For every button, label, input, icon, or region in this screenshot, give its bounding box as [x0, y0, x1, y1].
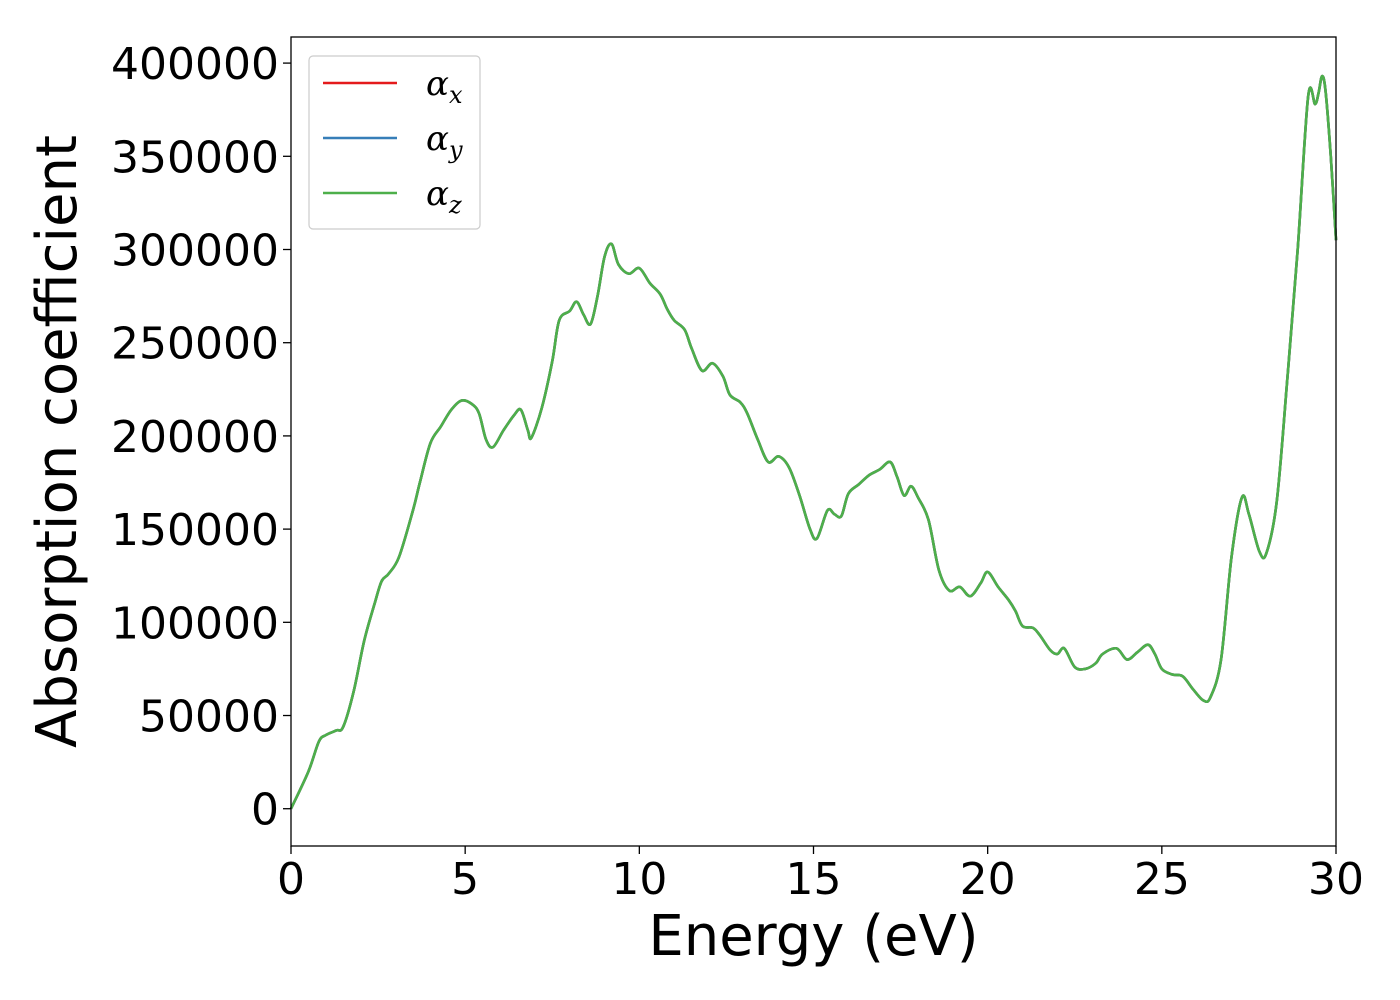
x-tick-label: 30: [1308, 854, 1364, 905]
x-tick-label: 15: [786, 854, 842, 905]
y-axis-title: Absorption coefficient: [25, 135, 90, 748]
y-tick-label: 300000: [111, 226, 279, 277]
y-tick-label: 100000: [111, 598, 279, 649]
legend-box: [308, 55, 481, 230]
x-tick-label: 0: [277, 854, 305, 905]
x-tick-label: 10: [611, 854, 667, 905]
y-axis: 0 50000 100000 150000 200000 250000 300000 3500…: [111, 39, 291, 836]
legend-label-x: αx: [426, 64, 463, 109]
x-tick-label: 20: [960, 854, 1016, 905]
y-tick-label: 50000: [139, 692, 279, 743]
x-tick-label: 25: [1134, 854, 1190, 905]
x-axis: 0 5 10 15 20 25 30: [277, 846, 1364, 905]
y-tick-label: 350000: [111, 132, 279, 183]
series-line-z: [289, 74, 1338, 810]
y-tick-label: 400000: [111, 39, 279, 90]
y-tick-label: 200000: [111, 412, 279, 463]
y-tick-label: 150000: [111, 505, 279, 556]
series-layer: [289, 74, 1338, 810]
x-tick-label: 5: [451, 854, 479, 905]
y-tick-label: 250000: [111, 319, 279, 370]
x-axis-title: Energy (eV): [648, 904, 978, 969]
y-tick-label: 0: [251, 785, 279, 836]
